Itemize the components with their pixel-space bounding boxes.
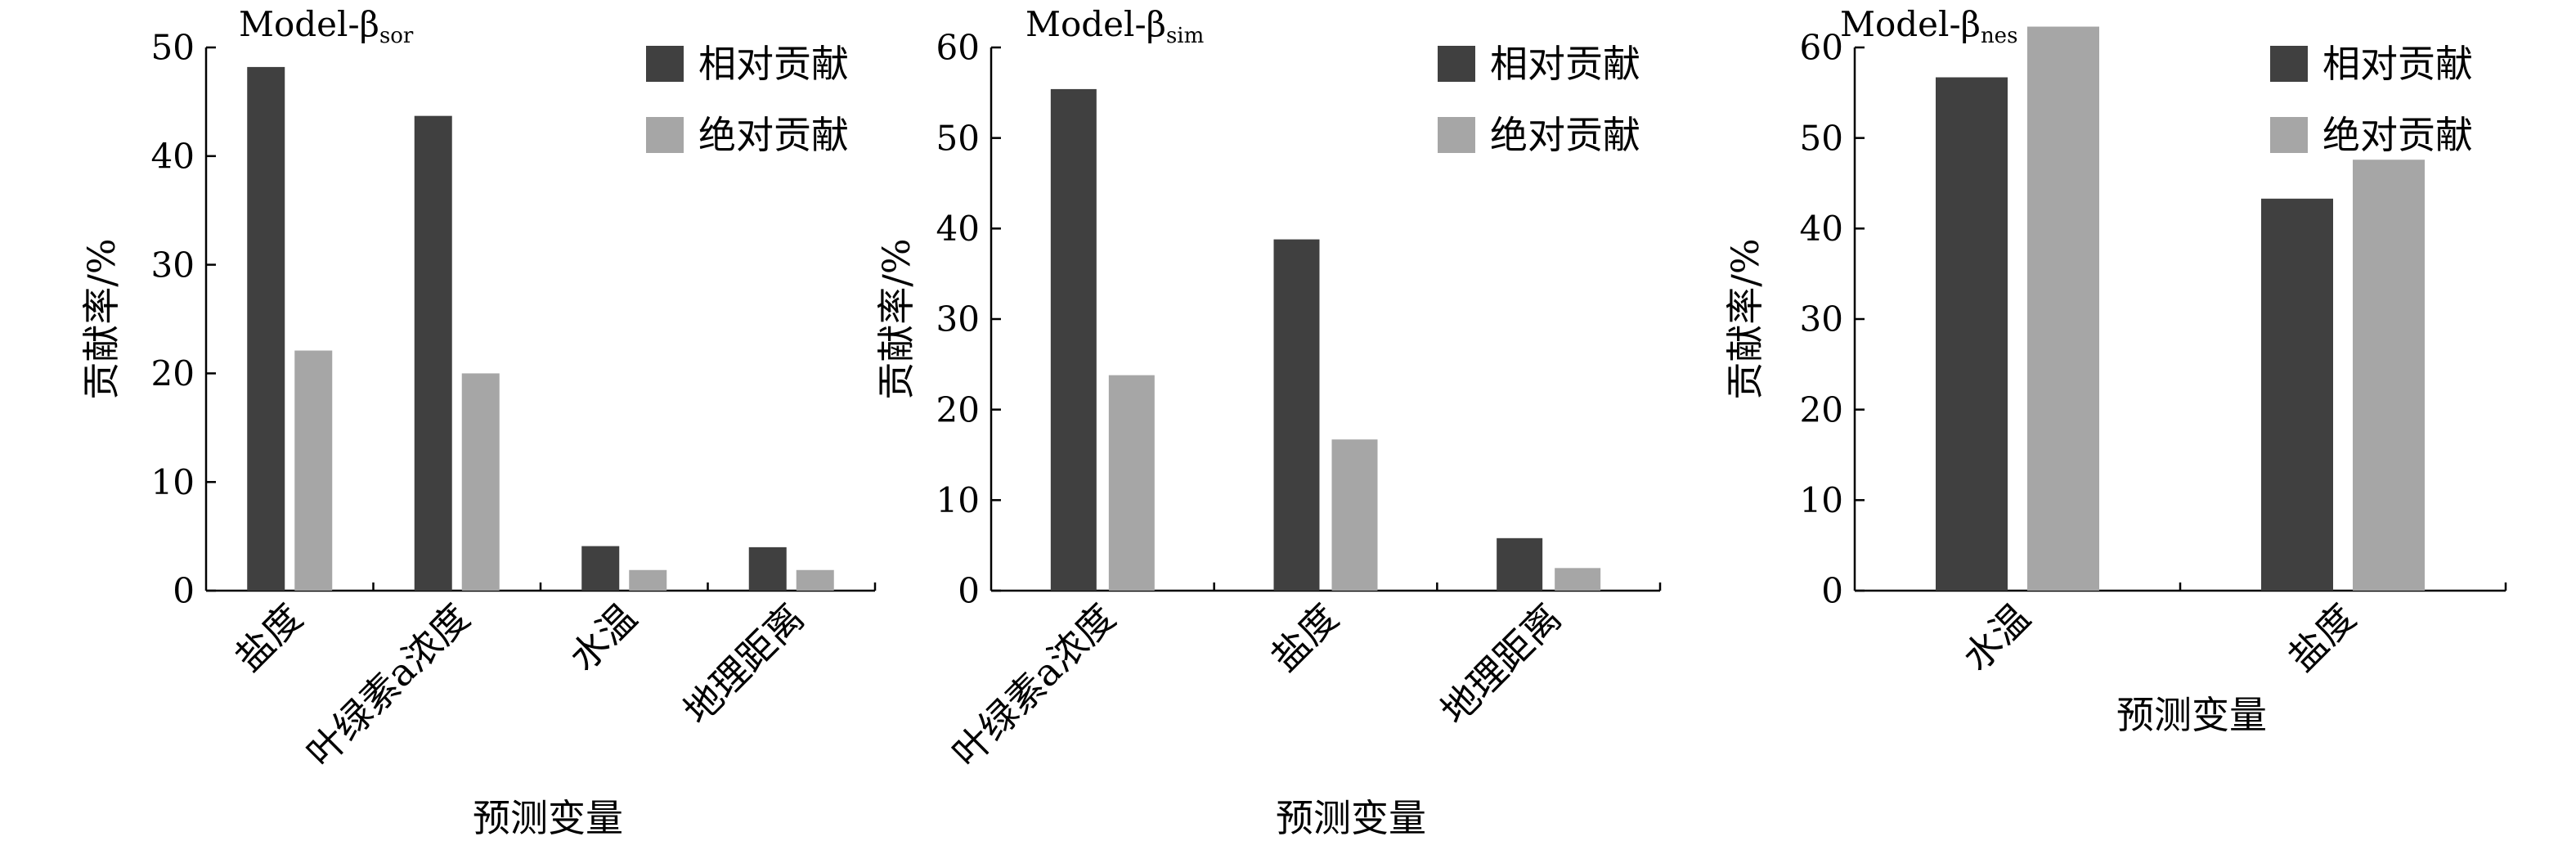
legend-label: 绝对贡献 xyxy=(1490,113,1640,157)
legend-label: 相对贡献 xyxy=(2322,42,2473,86)
bar-absolute-2 xyxy=(1555,568,1601,591)
y-tick-label: 0 xyxy=(958,571,980,611)
bar-relative-2 xyxy=(581,546,620,591)
x-tick-label: 水温 xyxy=(561,596,645,680)
bar-absolute-0 xyxy=(2027,26,2099,591)
panel-sim: 0 10 20 30 40 50 60 叶绿素a浓度 盐度 地理距离 Model-βsim 贡献率/%… xyxy=(874,4,1662,840)
x-tick-label: 地理距离 xyxy=(675,596,812,733)
y-tick-label: 0 xyxy=(1821,571,1843,611)
y-tick-label: 10 xyxy=(151,462,195,502)
legend-swatch xyxy=(646,117,684,153)
bar-relative-1 xyxy=(2261,198,2333,591)
bar-absolute-0 xyxy=(294,350,333,591)
legend-label: 相对贡献 xyxy=(698,42,849,86)
y-tick-label: 50 xyxy=(936,118,980,158)
y-tick-label: 50 xyxy=(151,28,195,68)
legend-swatch xyxy=(1438,46,1475,82)
y-axis-label: 贡献率/% xyxy=(1723,238,1767,399)
y-tick-label: 10 xyxy=(1800,480,1843,520)
y-tick-label: 20 xyxy=(151,353,195,394)
y-tick-label: 30 xyxy=(1800,299,1843,340)
bar-relative-0 xyxy=(1936,77,2008,591)
bar-absolute-2 xyxy=(629,569,667,591)
y-tick-label: 20 xyxy=(1800,389,1843,429)
x-tick-label: 地理距离 xyxy=(1432,596,1569,733)
bar-relative-1 xyxy=(414,115,452,591)
legend-label: 绝对贡献 xyxy=(2322,113,2473,157)
chart-title: Model-βsor xyxy=(239,4,414,48)
bar-relative-0 xyxy=(1050,88,1097,591)
bar-absolute-1 xyxy=(1331,439,1378,591)
x-tick-label: 叶绿素a浓度 xyxy=(298,596,478,776)
x-tick-label: 盐度 xyxy=(2280,596,2364,680)
y-tick-label: 20 xyxy=(936,389,980,429)
y-tick-label: 0 xyxy=(173,571,195,611)
legend-label: 绝对贡献 xyxy=(698,113,849,157)
x-tick-label: 盐度 xyxy=(1263,596,1347,680)
bar-relative-2 xyxy=(1497,537,1543,591)
bar-absolute-1 xyxy=(2353,160,2425,591)
y-tick-label: 10 xyxy=(936,480,980,520)
x-tick-label: 盐度 xyxy=(227,596,311,680)
y-axis-label: 贡献率/% xyxy=(79,238,123,399)
y-tick-label: 30 xyxy=(151,245,195,285)
x-tick-label: 水温 xyxy=(1954,596,2039,680)
y-tick-label: 60 xyxy=(936,28,980,68)
x-tick-label: 叶绿素a浓度 xyxy=(944,596,1124,776)
x-axis-label: 预测变量 xyxy=(1276,796,1426,840)
y-tick-label: 40 xyxy=(1800,209,1843,249)
chart-title: Model-βsim xyxy=(1025,4,1204,48)
bar-relative-1 xyxy=(1273,239,1320,591)
legend-swatch xyxy=(2270,46,2308,82)
y-tick-label: 60 xyxy=(1800,28,1843,68)
bar-relative-0 xyxy=(247,66,285,591)
legend-swatch xyxy=(1438,117,1475,153)
chart-title: Model-βnes xyxy=(1840,4,2017,48)
legend-swatch xyxy=(2270,117,2308,153)
bar-absolute-1 xyxy=(461,373,500,591)
y-tick-label: 30 xyxy=(936,299,980,340)
y-axis-label: 贡献率/% xyxy=(874,238,918,399)
x-axis-label: 预测变量 xyxy=(473,796,623,840)
x-axis-label: 预测变量 xyxy=(2116,693,2267,737)
legend-label: 相对贡献 xyxy=(1490,42,1640,86)
bar-absolute-3 xyxy=(796,569,834,591)
panel-nes: 0 10 20 30 40 50 60 水温 盐度 Model-βnes 贡献率/% 预测变量 相对贡献… xyxy=(1723,4,2507,737)
y-tick-label: 50 xyxy=(1800,118,1843,158)
legend-swatch xyxy=(646,46,684,82)
bar-relative-3 xyxy=(748,546,787,591)
y-tick-label: 40 xyxy=(936,209,980,249)
y-tick-label: 40 xyxy=(151,137,195,177)
bar-absolute-0 xyxy=(1108,375,1155,591)
